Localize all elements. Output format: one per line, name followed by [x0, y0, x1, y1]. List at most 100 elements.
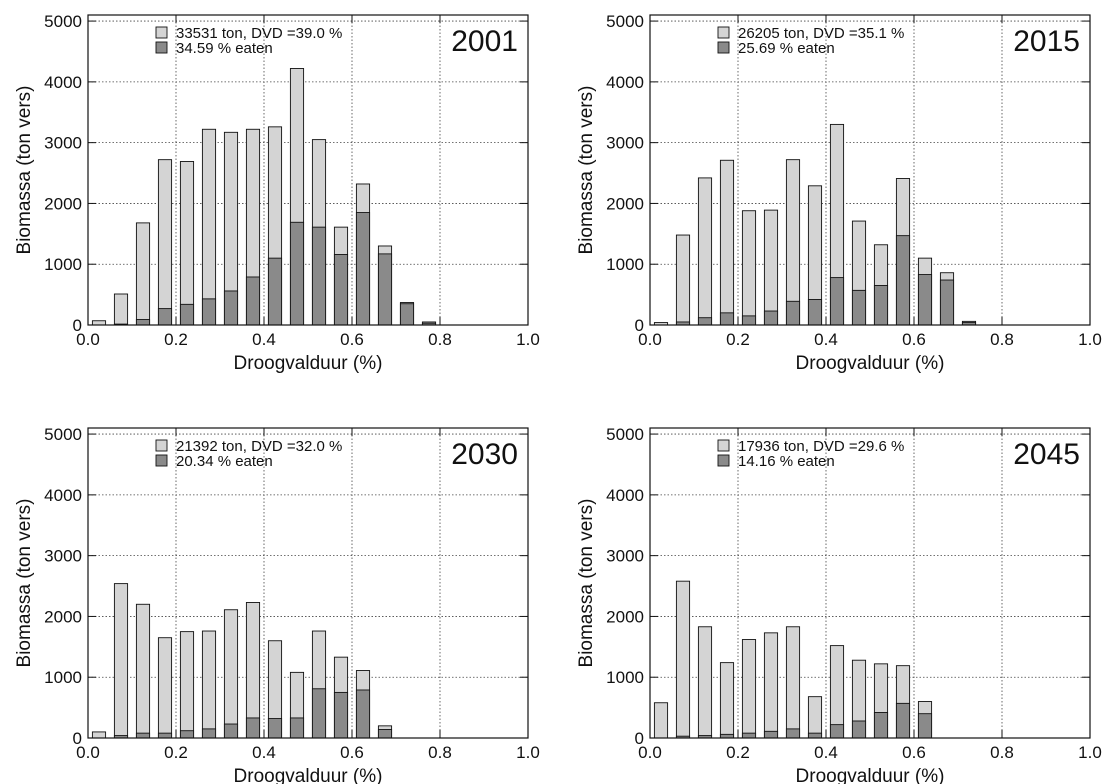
bar-eaten: [763, 730, 779, 739]
y-tick-label: 4000: [606, 73, 644, 92]
bar-eaten: [289, 717, 305, 739]
x-tick-label: 0.6: [902, 743, 926, 762]
bar-total: [91, 320, 107, 326]
bar-eaten: [851, 289, 867, 326]
legend-label-total: 26205 ton, DVD =35.1 %: [738, 25, 904, 42]
bar-total: [697, 626, 713, 739]
y-axis-label: Biomassa (ton vers): [576, 86, 597, 255]
legend-swatch-eaten: [717, 454, 730, 467]
legend-swatch-eaten: [717, 41, 730, 54]
bar-total: [113, 293, 129, 326]
y-tick-label: 3000: [44, 547, 82, 566]
x-tick-label: 0.0: [638, 743, 662, 762]
bar-eaten: [311, 226, 327, 326]
bar-total: [697, 177, 713, 326]
year-label: 2015: [1013, 25, 1080, 58]
bar-eaten: [763, 310, 779, 326]
x-tick-label: 0.8: [990, 330, 1014, 349]
x-axis-label: Droogvalduur (%): [234, 766, 383, 784]
legend-swatch-eaten: [155, 41, 168, 54]
bar-eaten: [179, 303, 195, 326]
bar-total: [179, 631, 195, 739]
bar-eaten: [201, 728, 217, 739]
x-tick-label: 1.0: [516, 743, 540, 762]
bar-eaten: [917, 274, 933, 326]
x-tick-label: 0.0: [76, 330, 100, 349]
y-tick-label: 1000: [44, 255, 82, 274]
y-tick-label: 2000: [44, 194, 82, 213]
bar-eaten: [399, 303, 415, 326]
x-tick-label: 0.4: [252, 743, 276, 762]
bar-eaten: [179, 730, 195, 739]
bar-total: [719, 159, 735, 326]
x-tick-label: 0.4: [814, 743, 838, 762]
x-tick-label: 0.4: [814, 330, 838, 349]
x-axis-label: Droogvalduur (%): [234, 353, 383, 374]
x-tick-label: 0.0: [76, 743, 100, 762]
y-tick-label: 5000: [606, 12, 644, 31]
x-tick-label: 0.6: [340, 743, 364, 762]
legend-swatch-total: [717, 26, 730, 39]
bar-total: [763, 632, 779, 739]
bar-total: [201, 128, 217, 326]
y-tick-label: 0: [635, 316, 644, 335]
bar-eaten: [333, 254, 349, 326]
y-tick-label: 1000: [606, 668, 644, 687]
bar-eaten: [807, 732, 823, 739]
bar-eaten: [245, 717, 261, 739]
bar-eaten: [807, 299, 823, 326]
y-tick-label: 2000: [606, 607, 644, 626]
bar-total: [763, 209, 779, 326]
legend-label-total: 33531 ton, DVD =39.0 %: [176, 25, 342, 42]
bar-eaten: [829, 277, 845, 326]
bar-eaten: [135, 319, 151, 326]
x-tick-label: 0.4: [252, 330, 276, 349]
bar-total: [653, 702, 669, 739]
bar-eaten: [719, 312, 735, 326]
bar-eaten: [741, 315, 757, 326]
bar-total: [157, 159, 173, 326]
bar-total: [785, 626, 801, 739]
legend-label-eaten: 14.16 % eaten: [738, 453, 835, 470]
x-tick-label: 0.2: [164, 743, 188, 762]
y-tick-label: 0: [73, 316, 82, 335]
year-label: 2001: [451, 25, 518, 58]
bar-eaten: [289, 221, 305, 326]
bar-eaten: [377, 253, 393, 326]
legend-label-eaten: 34.59 % eaten: [176, 40, 273, 57]
bar-eaten: [741, 732, 757, 739]
bar-total: [91, 731, 107, 739]
y-tick-label: 5000: [606, 425, 644, 444]
y-tick-label: 2000: [44, 607, 82, 626]
bar-eaten: [829, 724, 845, 739]
x-tick-label: 1.0: [1078, 330, 1102, 349]
bar-eaten: [245, 276, 261, 326]
x-tick-label: 0.2: [726, 743, 750, 762]
bar-total: [829, 645, 845, 739]
bar-eaten: [135, 732, 151, 739]
x-axis-label: Droogvalduur (%): [796, 353, 945, 374]
bar-total: [741, 639, 757, 739]
y-tick-label: 4000: [606, 486, 644, 505]
chart-panel-2045: 0 1000 2000 3000 4000 5000 0.0 0.2 0.4 0.6 0.8 1.0 D…: [576, 425, 1102, 784]
bar-eaten: [785, 728, 801, 739]
x-tick-label: 1.0: [516, 330, 540, 349]
plot-frame: [649, 14, 1091, 326]
bar-eaten: [157, 308, 173, 326]
bar-eaten: [223, 290, 239, 326]
y-tick-label: 4000: [44, 73, 82, 92]
y-tick-label: 3000: [44, 134, 82, 153]
chart-panel-2015: 0 1000 2000 3000 4000 5000 0.0 0.2 0.4 0.6 0.8 1.0 D…: [576, 12, 1102, 374]
plot-area: [650, 15, 1090, 325]
y-axis-label: Biomassa (ton vers): [14, 499, 35, 668]
bar-total: [807, 696, 823, 739]
legend-label-eaten: 25.69 % eaten: [738, 40, 835, 57]
bar-eaten: [873, 285, 889, 326]
bar-eaten: [851, 720, 867, 739]
plot-frame: [649, 427, 1091, 739]
x-tick-label: 0.8: [428, 743, 452, 762]
bar-eaten: [355, 212, 371, 326]
bar-total: [223, 609, 239, 739]
chart-panel-2030: 0 1000 2000 3000 4000 5000 0.0 0.2 0.4 0.6 0.8 1.0 D…: [14, 425, 540, 784]
